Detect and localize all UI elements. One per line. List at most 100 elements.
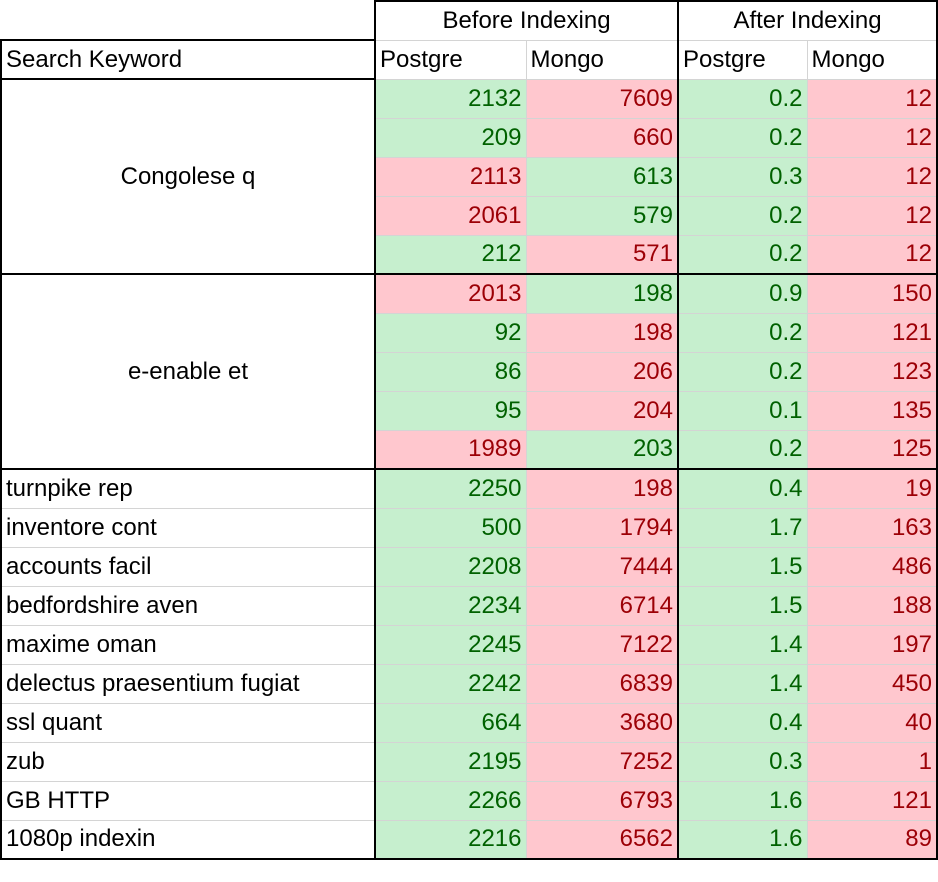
after-postgre-cell: 1.7 [677,507,808,548]
before-mongo-cell: 198 [525,468,679,509]
table-row: 1989 203 0.2 125 [1,429,938,470]
keyword-cell: zub [0,741,376,782]
before-mongo-cell: 198 [525,312,679,353]
table-row: Congolese q 2132 7609 0.2 12 [0,78,938,275]
after-postgre-cell: 0.9 [677,273,808,314]
after-mongo-cell: 135 [806,390,938,431]
keyword-cell: accounts facil [0,546,376,587]
before-postgre-cell: 664 [374,702,527,743]
after-mongo-cell: 188 [806,585,938,626]
before-mongo-cell: 6562 [525,819,679,860]
before-postgre-cell: 2195 [374,741,527,782]
before-indexing-header: Before Indexing [374,0,679,41]
table-row: 2061 579 0.2 12 [1,195,938,236]
after-postgre-header: Postgre [677,39,808,80]
after-mongo-header: Mongo [806,39,938,80]
after-postgre-cell: 0.2 [677,195,808,236]
before-mongo-cell: 1794 [525,507,679,548]
after-mongo-cell: 121 [806,780,938,821]
table-body: Before Indexing After Indexing Search Ke… [0,0,938,860]
after-postgre-cell: 1.5 [677,585,808,626]
table-row: 212 571 0.2 12 [1,234,938,275]
before-postgre-cell: 2113 [374,156,527,197]
after-postgre-cell: 0.2 [677,312,808,353]
corner-cell [1,1,376,41]
before-postgre-header: Postgre [374,39,527,80]
after-mongo-cell: 486 [806,546,938,587]
table-row: inventore cont 500 1794 1.7 163 [0,507,938,548]
before-mongo-cell: 7609 [525,78,679,119]
keyword-cell: maxime oman [0,624,376,665]
before-mongo-cell: 3680 [525,702,679,743]
after-postgre-cell: 0.2 [677,429,808,470]
keyword-cell: inventore cont [0,507,376,548]
before-mongo-cell: 660 [525,117,679,158]
before-mongo-cell: 203 [525,429,679,470]
before-postgre-cell: 95 [374,390,527,431]
after-postgre-cell: 0.4 [677,468,808,509]
before-postgre-cell: 209 [374,117,527,158]
keyword-cell: bedfordshire aven [0,585,376,626]
before-mongo-cell: 198 [525,273,679,314]
before-postgre-cell: 2266 [374,780,527,821]
after-mongo-cell: 12 [806,156,938,197]
before-postgre-cell: 2208 [374,546,527,587]
table-row: e-enable et 2013 198 0.9 150 [0,273,938,470]
keyword-cell: delectus praesentium fugiat [0,663,376,704]
table-row: bedfordshire aven 2234 6714 1.5 188 [0,585,938,626]
table-row: 95 204 0.1 135 [1,390,938,431]
after-postgre-cell: 1.4 [677,663,808,704]
before-postgre-cell: 2234 [374,585,527,626]
after-mongo-cell: 89 [806,819,938,860]
after-mongo-cell: 125 [806,429,938,470]
keyword-cell: e-enable et [0,273,376,470]
after-mongo-cell: 40 [806,702,938,743]
before-postgre-cell: 2013 [374,273,527,314]
before-mongo-cell: 579 [525,195,679,236]
table-row: 1080p indexin 2216 6562 1.6 89 [0,819,938,860]
table-row: GB HTTP 2266 6793 1.6 121 [0,780,938,821]
before-mongo-cell: 7252 [525,741,679,782]
before-mongo-cell: 6839 [525,663,679,704]
after-postgre-cell: 1.6 [677,819,808,860]
after-postgre-cell: 0.4 [677,702,808,743]
before-postgre-cell: 92 [374,312,527,353]
after-postgre-cell: 0.2 [677,234,808,275]
after-mongo-cell: 12 [806,195,938,236]
after-mongo-cell: 150 [806,273,938,314]
before-mongo-cell: 204 [525,390,679,431]
before-mongo-cell: 7444 [525,546,679,587]
after-mongo-cell: 163 [806,507,938,548]
table-row: turnpike rep 2250 198 0.4 19 [0,468,938,509]
after-postgre-cell: 0.1 [677,390,808,431]
after-mongo-cell: 1 [806,741,938,782]
after-mongo-cell: 12 [806,117,938,158]
table-row: 92 198 0.2 121 [1,312,938,353]
after-mongo-cell: 197 [806,624,938,665]
after-mongo-cell: 12 [806,234,938,275]
before-mongo-cell: 6793 [525,780,679,821]
after-mongo-cell: 19 [806,468,938,509]
before-postgre-cell: 2242 [374,663,527,704]
before-postgre-cell: 2245 [374,624,527,665]
after-mongo-cell: 450 [806,663,938,704]
before-mongo-cell: 7122 [525,624,679,665]
after-postgre-cell: 1.5 [677,546,808,587]
before-mongo-cell: 571 [525,234,679,275]
before-mongo-cell: 6714 [525,585,679,626]
after-mongo-cell: 12 [806,78,938,119]
after-postgre-cell: 0.2 [677,117,808,158]
before-postgre-cell: 2216 [374,819,527,860]
before-mongo-cell: 206 [525,351,679,392]
keyword-cell: turnpike rep [0,468,376,509]
before-postgre-cell: 2250 [374,468,527,509]
search-keyword-header: Search Keyword [0,39,376,80]
before-postgre-cell: 86 [374,351,527,392]
before-mongo-cell: 613 [525,156,679,197]
table-row: accounts facil 2208 7444 1.5 486 [0,546,938,587]
group-header-row: Before Indexing After Indexing [1,0,938,41]
after-postgre-cell: 0.2 [677,351,808,392]
after-postgre-cell: 1.6 [677,780,808,821]
table-row: ssl quant 664 3680 0.4 40 [0,702,938,743]
after-postgre-cell: 0.3 [677,741,808,782]
